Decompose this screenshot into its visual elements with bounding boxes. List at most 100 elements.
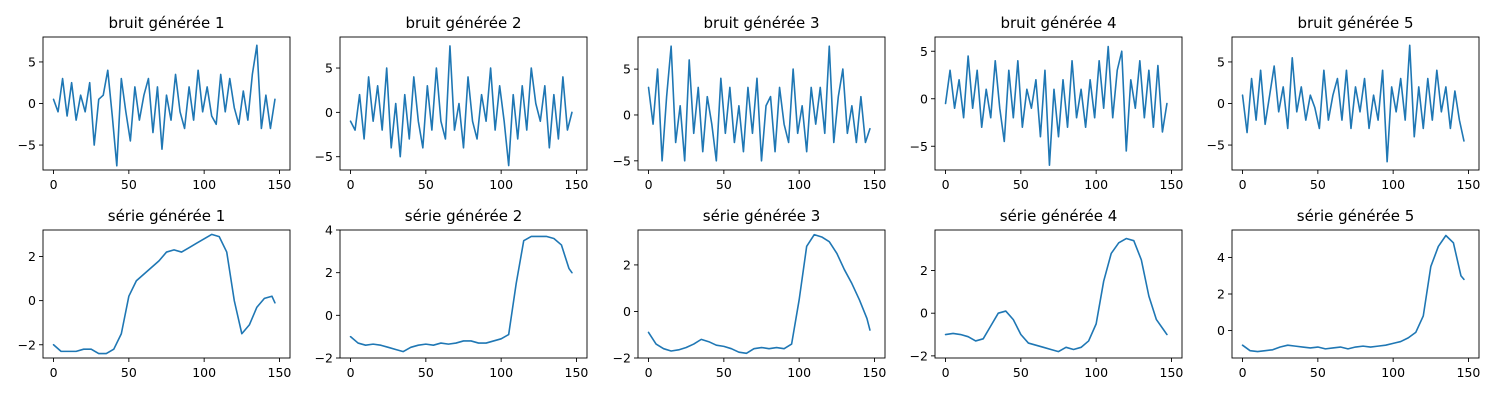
y-tick-label: −5 (315, 149, 333, 164)
subplot-title: série générée 3 (703, 207, 820, 225)
x-tick-label: 0 (347, 365, 355, 380)
x-tick-label: 50 (1013, 365, 1029, 380)
subplot-title: bruit générée 2 (405, 14, 521, 32)
x-tick-label: 150 (1457, 177, 1481, 192)
x-tick-label: 150 (863, 177, 887, 192)
subplot-title: bruit générée 1 (108, 14, 224, 32)
subplot-5: bruit générée 5 0 50 100 150 −5 0 5 (1207, 14, 1481, 192)
y-tick-label: 0 (920, 306, 928, 321)
x-tick-label: 100 (192, 177, 216, 192)
subplot-1: bruit générée 1 0 50 100 150 −5 0 5 (18, 14, 292, 192)
x-tick-label: 150 (1457, 365, 1481, 380)
y-tick-label: 4 (325, 223, 333, 238)
y-tick-label: 2 (920, 263, 928, 278)
y-tick-label: 2 (28, 249, 36, 264)
subplot-title: bruit générée 4 (1000, 14, 1116, 32)
subplot-9: série générée 4 0 50 100 150 −2 0 2 (910, 207, 1184, 380)
y-tick-label: −5 (910, 139, 928, 154)
subplot-title: série générée 1 (108, 207, 225, 225)
axes-frame (934, 229, 1183, 359)
series-line (349, 45, 573, 167)
x-tick-label: 50 (1310, 365, 1326, 380)
subplot-10: série générée 5 0 50 100 150 0 2 4 (1217, 207, 1480, 380)
y-tick-label: −2 (315, 351, 333, 366)
x-tick-label: 0 (645, 365, 653, 380)
series-line (52, 44, 276, 167)
x-tick-label: 100 (489, 365, 513, 380)
subplot-6: série générée 1 0 50 100 150 −2 0 2 (18, 207, 292, 380)
y-tick-label: 0 (1217, 323, 1225, 338)
y-tick-label: −5 (18, 138, 36, 153)
x-tick-label: 0 (942, 177, 950, 192)
x-tick-label: 0 (645, 177, 653, 192)
y-tick-label: 5 (920, 44, 928, 59)
subplot-8: série générée 3 0 50 100 150 −2 0 2 (613, 207, 887, 380)
x-tick-label: 150 (863, 365, 887, 380)
subplot-title: bruit générée 5 (1297, 14, 1413, 32)
x-tick-label: 100 (1381, 177, 1405, 192)
x-tick-label: 0 (347, 177, 355, 192)
x-tick-label: 150 (268, 365, 292, 380)
x-tick-label: 50 (121, 365, 137, 380)
y-tick-label: −2 (910, 348, 928, 363)
x-tick-label: 100 (787, 177, 811, 192)
x-tick-label: 50 (716, 365, 732, 380)
subplot-title: série générée 4 (1000, 207, 1117, 225)
x-tick-label: 100 (489, 177, 513, 192)
subplot-title: série générée 2 (405, 207, 522, 225)
x-tick-label: 0 (1239, 365, 1247, 380)
axes-frame (339, 36, 588, 171)
y-tick-label: 2 (325, 265, 333, 280)
y-tick-label: 0 (623, 107, 631, 122)
x-tick-label: 100 (787, 365, 811, 380)
y-tick-label: 0 (28, 293, 36, 308)
x-tick-label: 0 (50, 177, 58, 192)
series-line (944, 237, 1168, 353)
x-tick-label: 150 (565, 365, 589, 380)
series-line (647, 45, 871, 162)
y-tick-label: 0 (623, 304, 631, 319)
y-tick-label: −5 (613, 153, 631, 168)
y-tick-label: −2 (613, 351, 631, 366)
x-tick-label: 50 (121, 177, 137, 192)
x-tick-label: 0 (50, 365, 58, 380)
subplot-title: bruit générée 3 (703, 14, 819, 32)
subplot-2: bruit générée 2 0 50 100 150 −5 0 5 (315, 14, 589, 192)
y-tick-label: 0 (920, 91, 928, 106)
x-tick-label: 150 (565, 177, 589, 192)
y-tick-label: −5 (1207, 138, 1225, 153)
x-tick-label: 0 (942, 365, 950, 380)
series-line (1241, 44, 1465, 163)
x-tick-label: 50 (418, 177, 434, 192)
x-tick-label: 100 (192, 365, 216, 380)
axes-frame (934, 36, 1183, 171)
series-line (52, 233, 276, 355)
series-line (1241, 234, 1465, 353)
axes-frame (637, 229, 886, 359)
axes-frame (42, 229, 291, 359)
y-tick-label: 4 (1217, 250, 1225, 265)
y-tick-label: 0 (28, 96, 36, 111)
x-tick-label: 150 (1160, 365, 1184, 380)
y-tick-label: 0 (1217, 96, 1225, 111)
x-tick-label: 100 (1084, 365, 1108, 380)
y-tick-label: 5 (325, 61, 333, 76)
axes-frame (339, 229, 588, 359)
y-tick-label: −2 (18, 337, 36, 352)
subplot-title: série générée 5 (1297, 207, 1414, 225)
y-tick-label: 2 (1217, 287, 1225, 302)
axes-frame (1231, 229, 1480, 359)
subplot-3: bruit générée 3 0 50 100 150 −5 0 5 (613, 14, 887, 192)
y-tick-label: 5 (28, 54, 36, 69)
series-line (349, 235, 573, 353)
x-tick-label: 50 (716, 177, 732, 192)
x-tick-label: 100 (1084, 177, 1108, 192)
x-tick-label: 150 (1160, 177, 1184, 192)
axes-frame (637, 36, 886, 171)
y-tick-label: 2 (623, 257, 631, 272)
x-tick-label: 100 (1381, 365, 1405, 380)
x-tick-label: 0 (1239, 177, 1247, 192)
y-tick-label: 5 (623, 62, 631, 77)
x-tick-label: 50 (1310, 177, 1326, 192)
